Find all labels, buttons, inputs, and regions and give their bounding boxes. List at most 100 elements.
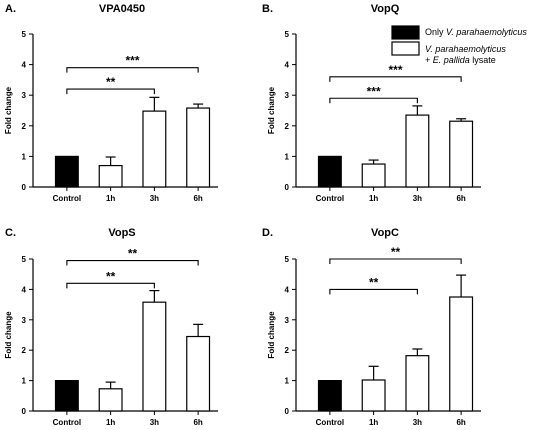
bar-3h (142, 110, 167, 188)
bar-control (54, 155, 79, 188)
y-axis-label: Fold change (267, 311, 276, 359)
y-tick-label: 0 (285, 407, 290, 416)
x-tick-label: 3h (150, 194, 159, 203)
significance-label: ** (106, 269, 116, 283)
y-tick-label: 2 (285, 346, 290, 355)
significance-label: *** (367, 84, 381, 98)
legend-text-part: lysate (470, 55, 496, 65)
significance-label: ** (106, 75, 116, 89)
y-axis-label: Fold change (4, 311, 13, 359)
bar-3h (405, 355, 430, 412)
significance-label: ** (369, 275, 379, 289)
panel-vopq: B. VopQ Fold change 0 1 2 3 4 5 Control 1h 3h 6h *** *… (262, 3, 481, 203)
y-tick-label: 5 (285, 30, 290, 39)
legend-swatch-control (391, 25, 420, 40)
y-tick-label: 4 (285, 285, 290, 294)
bar-3h (142, 301, 167, 412)
bar-control (54, 380, 79, 412)
y-tick-label: 4 (22, 61, 27, 70)
panel-vops: C. VopS Fold change 0 1 2 3 4 5 Control 1h 3h 6h ** ** (4, 227, 218, 427)
legend-swatch-treated (391, 41, 420, 56)
legend-text-part: V. parahaemolyticus (425, 44, 506, 54)
x-tick-label: Control (316, 418, 344, 427)
y-axis-label: Fold change (4, 86, 13, 134)
panel-vpa0450: A. VPA0450 Fold change 0 1 2 3 4 5 Control 1h 3h 6h *… (4, 3, 218, 203)
y-axis-label: Fold change (267, 86, 276, 134)
x-tick-label: 1h (106, 194, 115, 203)
y-tick-label: 2 (22, 122, 27, 131)
x-tick-label: 3h (150, 418, 159, 427)
y-tick-label: 1 (285, 377, 290, 386)
panels: A. VPA0450 Fold change 0 1 2 3 4 5 Control 1h 3h 6h *… (4, 3, 481, 427)
legend-label-treated-line2: + E. pallida lysate (425, 55, 496, 65)
legend-text-part: V. parahaemolyticus (446, 27, 527, 37)
y-tick-label: 5 (22, 255, 27, 264)
panel-letter: D. (262, 227, 273, 239)
significance-bracket (329, 258, 462, 264)
y-tick-label: 5 (22, 30, 27, 39)
legend-text-part: E. pallida (433, 55, 470, 65)
panel-title: VPA0450 (99, 3, 145, 15)
x-tick-label: Control (53, 194, 81, 203)
significance-label: ** (128, 247, 138, 261)
significance-bracket (66, 282, 155, 289)
significance-label: *** (388, 63, 402, 77)
significance-bracket (329, 76, 462, 82)
bar-6h (449, 296, 474, 412)
bar-1h (98, 164, 123, 188)
x-tick-label: 6h (456, 194, 465, 203)
legend-label-control: Only V. parahaemolyticus (425, 27, 527, 37)
x-tick-label: 1h (369, 194, 378, 203)
y-tick-label: 4 (285, 61, 290, 70)
bar-control (317, 155, 342, 188)
significance-bracket (329, 97, 418, 104)
y-tick-label: 1 (22, 377, 27, 386)
x-tick-label: 3h (413, 194, 422, 203)
y-tick-label: 3 (22, 316, 27, 325)
panel-letter: B. (262, 3, 273, 15)
significance-label: ** (391, 245, 401, 259)
significance-bracket (66, 88, 155, 95)
x-tick-label: 1h (369, 418, 378, 427)
bar-3h (405, 114, 430, 188)
bar-1h (361, 379, 386, 412)
legend-text-part: + (425, 55, 433, 65)
y-tick-label: 3 (285, 316, 290, 325)
y-tick-label: 1 (285, 152, 290, 161)
significance-bracket (66, 259, 199, 266)
y-tick-label: 0 (285, 183, 290, 192)
y-tick-label: 0 (22, 407, 27, 416)
x-tick-label: 6h (193, 194, 202, 203)
bar-6h (186, 107, 211, 188)
panel-letter: A. (5, 3, 16, 15)
y-tick-label: 2 (285, 122, 290, 131)
bar-6h (186, 335, 211, 412)
panel-title: VopS (108, 227, 135, 239)
bar-6h (449, 120, 474, 188)
panel-title: VopQ (371, 3, 400, 15)
y-tick-label: 2 (22, 346, 27, 355)
significance-label: *** (125, 54, 139, 68)
y-tick-label: 3 (22, 91, 27, 100)
bar-control (317, 380, 342, 412)
significance-bracket (66, 67, 199, 73)
panel-vopc: D. VopC Fold change 0 1 2 3 4 5 Control 1h 3h 6h ** ** (262, 227, 481, 427)
x-tick-label: Control (316, 194, 344, 203)
y-tick-label: 5 (285, 255, 290, 264)
x-tick-label: 3h (413, 418, 422, 427)
x-tick-label: 6h (193, 418, 202, 427)
bar-1h (98, 388, 123, 412)
x-tick-label: 1h (106, 418, 115, 427)
y-tick-label: 0 (22, 183, 27, 192)
x-tick-label: Control (53, 418, 81, 427)
bar-1h (361, 163, 386, 188)
y-tick-label: 4 (22, 285, 27, 294)
legend-label-treated: V. parahaemolyticus (425, 44, 506, 54)
panel-title: VopC (371, 227, 399, 239)
y-tick-label: 3 (285, 91, 290, 100)
panel-letter: C. (5, 227, 16, 239)
x-tick-label: 6h (456, 418, 465, 427)
y-tick-label: 1 (22, 152, 27, 161)
